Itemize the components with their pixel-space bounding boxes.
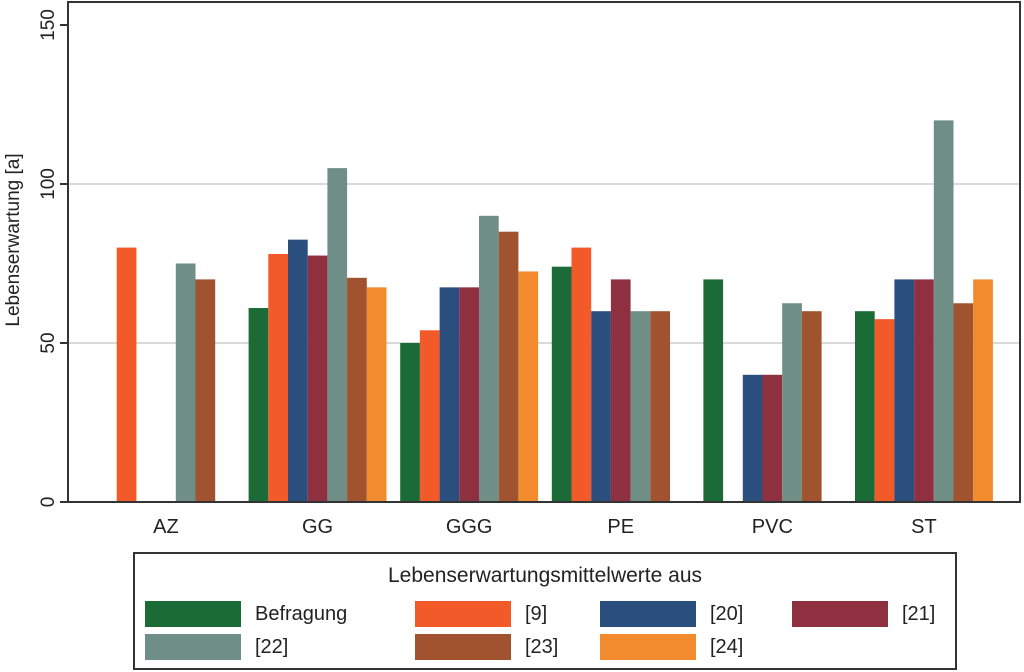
bar	[933, 120, 954, 503]
legend-swatch	[600, 634, 696, 660]
bar	[762, 374, 783, 502]
bar	[479, 215, 499, 503]
bar	[571, 247, 592, 502]
bar	[703, 279, 724, 502]
y-axis-title: Lebenserwartung [a]	[3, 153, 24, 326]
y-tick-label: 150	[38, 9, 59, 41]
legend-label: [20]	[710, 602, 744, 625]
legend-item: [24]	[600, 633, 743, 661]
bar	[195, 279, 216, 502]
legend-title: Lebenserwartungsmittelwerte aus	[388, 564, 702, 587]
x-tick-label: ST	[911, 516, 937, 538]
bar	[327, 168, 348, 502]
bar	[248, 308, 269, 502]
bar	[953, 303, 974, 502]
legend: Lebenserwartungsmittelwerte aus Befragun…	[133, 552, 957, 670]
legend-item: [22]	[145, 633, 288, 661]
x-axis-labels: AZ GG GGG PE PVC ST	[153, 516, 937, 538]
bar	[914, 279, 934, 502]
bar	[610, 279, 631, 502]
bar	[288, 239, 308, 502]
x-tick-label: GGG	[446, 516, 493, 538]
y-axis-ticks: 0 50 100 150	[38, 9, 68, 507]
bar	[366, 287, 387, 502]
y-tick-label: 100	[38, 168, 59, 200]
bar	[419, 330, 440, 502]
bar	[801, 311, 822, 502]
legend-item: [9]	[415, 600, 547, 628]
bar	[175, 263, 196, 502]
bar	[742, 374, 763, 502]
bar	[894, 279, 915, 502]
legend-swatch	[792, 601, 888, 627]
legend-item: [23]	[415, 633, 558, 661]
bar	[498, 231, 519, 502]
bar	[347, 277, 367, 502]
bar	[855, 311, 875, 502]
bar	[268, 253, 288, 502]
bar	[400, 343, 420, 502]
legend-label: [9]	[525, 602, 548, 625]
legend-swatch	[145, 601, 241, 627]
x-tick-label: AZ	[153, 516, 179, 538]
bar	[591, 311, 611, 502]
legend-label: [22]	[255, 635, 289, 658]
bar	[630, 311, 651, 502]
legend-item: [21]	[792, 600, 935, 628]
x-tick-label: PE	[607, 516, 634, 538]
legend-label: [21]	[902, 602, 936, 625]
legend-swatch	[415, 634, 511, 660]
bar	[874, 319, 895, 502]
bar	[551, 266, 572, 502]
bar	[459, 287, 479, 502]
bar	[782, 303, 802, 502]
legend-item: Befragung	[145, 600, 347, 628]
bar	[973, 279, 993, 502]
legend-swatch	[415, 601, 511, 627]
bar	[650, 311, 670, 502]
y-tick-label: 50	[38, 332, 59, 353]
bars	[116, 120, 993, 503]
legend-swatch	[600, 601, 696, 627]
x-tick-label: PVC	[752, 516, 793, 538]
legend-label: [24]	[710, 635, 744, 658]
x-tick-label: GG	[302, 516, 333, 538]
bar	[439, 287, 460, 502]
legend-item: [20]	[600, 600, 743, 628]
bar	[518, 271, 539, 502]
axes	[67, 1, 1021, 503]
bar	[307, 255, 328, 502]
legend-label: Befragung	[255, 602, 348, 625]
legend-label: [23]	[525, 635, 559, 658]
bar	[116, 247, 137, 502]
y-tick-label: 0	[38, 497, 59, 508]
legend-swatch	[145, 634, 241, 660]
plot-frame	[67, 1, 1021, 503]
